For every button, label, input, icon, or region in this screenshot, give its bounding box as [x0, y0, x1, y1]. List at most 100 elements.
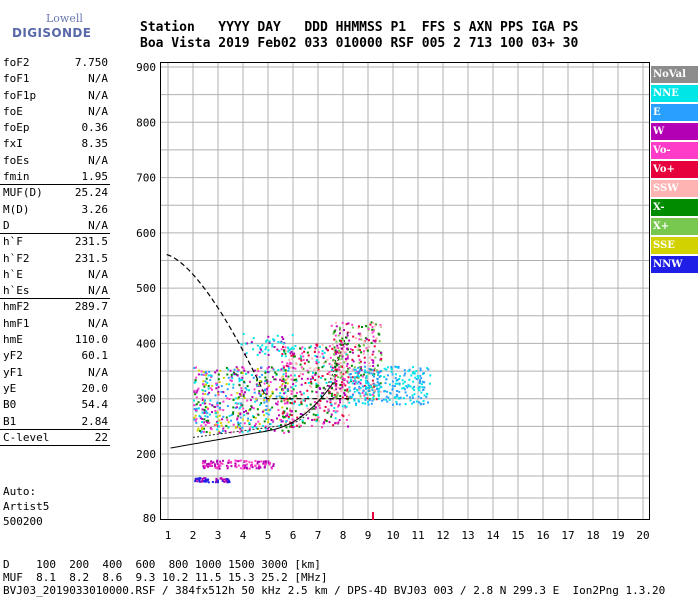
echo-point: [208, 421, 211, 424]
echo-point: [379, 382, 382, 385]
echo-point: [281, 367, 284, 370]
echo-point: [398, 390, 401, 393]
echo-point: [222, 427, 225, 430]
echo-point: [254, 417, 257, 420]
echo-point: [217, 425, 220, 428]
echo-point: [194, 393, 197, 396]
echo-point: [314, 373, 317, 376]
echo-point: [239, 422, 242, 425]
x-tick-label: 14: [486, 529, 500, 542]
echo-point: [206, 382, 209, 384]
echo-point: [209, 379, 212, 382]
echo-point: [216, 415, 219, 418]
echo-point: [202, 460, 205, 463]
echo-point: [278, 350, 281, 352]
echo-point: [267, 413, 270, 416]
echo-point: [347, 398, 349, 401]
echo-point: [236, 418, 239, 421]
echo-point: [194, 414, 197, 417]
echo-point: [243, 422, 246, 425]
echo-point: [196, 389, 199, 392]
echo-point: [339, 352, 342, 355]
echo-point: [324, 360, 327, 363]
echo-point: [413, 385, 416, 388]
echo-point: [333, 381, 336, 384]
param-name: yE: [3, 381, 17, 395]
echo-point: [234, 465, 237, 468]
echo-point: [398, 403, 401, 406]
echo-point: [342, 415, 345, 418]
echo-point: [295, 362, 298, 364]
x-tick-label: 19: [611, 529, 624, 542]
param-value: N/A: [88, 284, 108, 298]
y-tick-label: 300: [136, 393, 156, 406]
echo-point: [278, 395, 281, 398]
echo-point: [368, 362, 371, 365]
echo-point: [344, 384, 347, 387]
echo-point: [412, 366, 415, 369]
echo-point: [250, 461, 253, 464]
echo-point: [214, 466, 217, 469]
param-name: h`F: [3, 235, 23, 249]
echo-point: [285, 375, 288, 378]
param-row: fxI 8.35: [0, 136, 110, 152]
echo-point: [292, 352, 294, 355]
echo-point: [369, 356, 371, 359]
echo-point: [363, 394, 366, 397]
echo-point: [328, 371, 331, 374]
echo-point: [344, 406, 347, 409]
echo-point: [395, 401, 398, 403]
echo-point: [225, 480, 228, 483]
echo-point: [309, 381, 312, 383]
echo-point: [281, 376, 283, 379]
echo-point: [363, 385, 366, 387]
echo-point: [317, 416, 320, 419]
echo-point: [234, 402, 237, 405]
echo-point: [215, 384, 218, 386]
echo-point: [214, 409, 217, 412]
echo-point: [230, 376, 233, 379]
echo-point: [239, 394, 242, 397]
param-row: foF2 7.750: [0, 55, 110, 71]
echo-point: [357, 354, 360, 357]
echo-point: [242, 333, 245, 335]
echo-point: [341, 381, 344, 384]
echo-point: [365, 348, 368, 351]
echo-point: [197, 373, 200, 376]
echo-point: [204, 415, 207, 418]
echo-point: [293, 395, 296, 398]
echo-point: [215, 415, 218, 418]
echo-point: [260, 366, 263, 369]
echo-point: [383, 390, 386, 393]
echo-point: [367, 382, 370, 385]
echo-point: [235, 459, 238, 462]
echo-point: [335, 346, 338, 349]
param-value: 54.4: [81, 398, 109, 412]
echo-point: [301, 419, 304, 422]
echo-point: [395, 366, 398, 369]
echo-point: [261, 350, 264, 353]
echo-point: [223, 478, 226, 481]
echo-point: [319, 355, 322, 358]
echo-point: [201, 389, 204, 392]
echo-point: [204, 424, 207, 427]
echo-point: [292, 426, 295, 429]
echo-point: [395, 393, 398, 396]
echo-point: [341, 343, 344, 346]
echo-point: [347, 390, 350, 393]
echo-point: [254, 369, 257, 372]
echo-point: [333, 338, 336, 341]
echo-point: [372, 359, 375, 362]
echo-point: [342, 382, 345, 385]
legend-item: NNE: [651, 85, 698, 102]
echo-point: [263, 414, 265, 417]
echo-point: [334, 422, 337, 425]
echo-point: [208, 370, 211, 373]
echo-point: [258, 460, 261, 463]
footer-muf-row: MUF 8.1 8.2 8.6 9.3 10.2 11.5 15.3 25.2 …: [3, 571, 328, 584]
echo-point: [333, 407, 336, 409]
echo-point: [222, 376, 225, 379]
echo-point: [244, 391, 247, 394]
echo-point: [236, 367, 239, 370]
echo-point: [301, 421, 304, 424]
